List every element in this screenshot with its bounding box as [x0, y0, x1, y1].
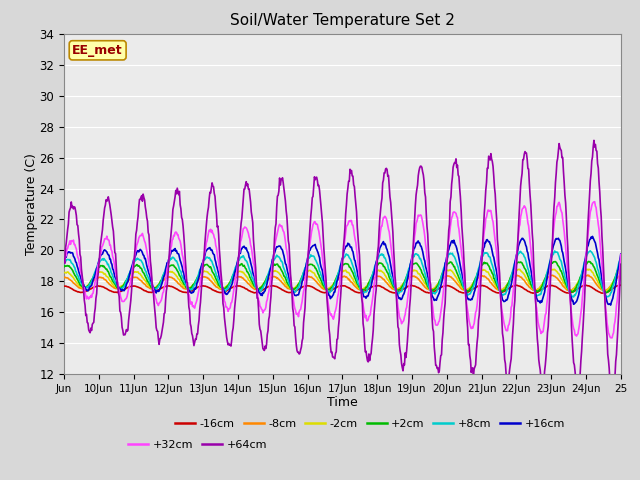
Title: Soil/Water Temperature Set 2: Soil/Water Temperature Set 2: [230, 13, 455, 28]
X-axis label: Time: Time: [327, 396, 358, 408]
Y-axis label: Temperature (C): Temperature (C): [25, 153, 38, 255]
Legend: +32cm, +64cm: +32cm, +64cm: [124, 435, 271, 454]
Text: EE_met: EE_met: [72, 44, 123, 57]
